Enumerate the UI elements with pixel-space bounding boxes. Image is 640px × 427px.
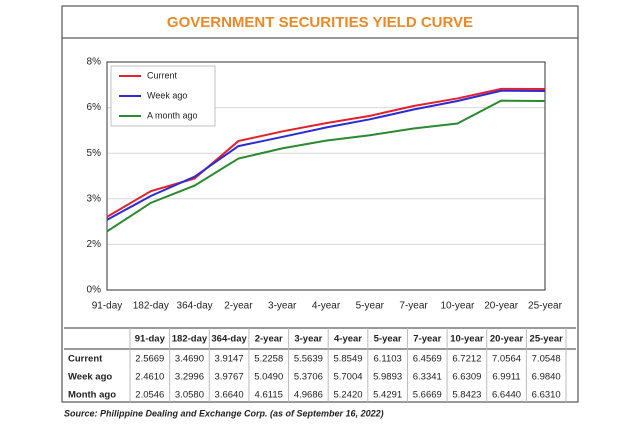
x-tick-label: 182-day	[133, 301, 169, 312]
table-cell: 6.4569	[413, 354, 442, 365]
series-line	[106, 99, 546, 233]
table-row-label: Week ago	[68, 372, 112, 383]
legend-label: A month ago	[147, 110, 198, 120]
x-tick-label: 2-year	[224, 301, 253, 312]
table-cell: 5.6669	[413, 390, 442, 401]
source: Source: Philippine Dealing and Exchange …	[64, 408, 384, 418]
table-header: 91-day	[135, 334, 166, 345]
table-cell: 6.1103	[373, 354, 401, 365]
x-tick-label: 91-day	[92, 301, 123, 312]
y-tick-label: 5%	[87, 148, 102, 159]
y-tick-label: 0%	[87, 285, 102, 296]
chart-title: GOVERNMENT SECURITIES YIELD CURVE	[167, 14, 473, 31]
table-cell: 7.0564	[492, 354, 521, 365]
table-cell: 6.6309	[452, 372, 481, 383]
y-tick-label: 3%	[87, 193, 102, 204]
table-cell: 6.9911	[492, 372, 520, 383]
table-header: 364-day	[211, 334, 247, 345]
table-cell: 4.9686	[294, 390, 323, 401]
table-cell: 5.8549	[333, 354, 362, 365]
table-header: 3-year	[294, 334, 322, 345]
table-header: 20-year	[490, 334, 524, 345]
table-cell: 4.6115	[255, 390, 283, 401]
table-cell: 3.9147	[215, 354, 244, 365]
title-box	[61, 5, 579, 39]
table-cell: 3.6640	[215, 390, 244, 401]
x-tick-label: 25-year	[528, 301, 563, 312]
table-header: 7-year	[413, 334, 441, 345]
table-cell: 5.5639	[294, 354, 323, 365]
x-tick-label: 5-year	[356, 301, 385, 312]
y-tick-label: 8%	[87, 57, 102, 68]
table-cell: 5.2258	[254, 354, 283, 365]
table-cell: 3.9767	[215, 372, 244, 383]
table-cell: 5.3706	[294, 372, 323, 383]
table-cell: 6.6310	[532, 390, 561, 401]
table-cell: 7.0548	[532, 354, 561, 365]
table-header: 182-day	[172, 334, 208, 345]
table-cell: 6.6440	[492, 390, 521, 401]
table-header: 25-year	[530, 334, 564, 345]
legend-label: Week ago	[147, 90, 187, 100]
table-cell: 3.4690	[175, 354, 204, 365]
x-tick-label: 20-year	[484, 301, 519, 312]
y-tick-label: 2%	[87, 239, 102, 250]
table-cell: 2.5669	[135, 354, 164, 365]
table-cell: 5.0490	[254, 372, 283, 383]
table-cell: 6.3341	[413, 372, 442, 383]
table-cell: 6.7212	[452, 354, 481, 365]
plot-frame	[106, 61, 546, 291]
table-cell: 5.4291	[373, 390, 402, 401]
x-tick-label: 3-year	[268, 301, 297, 312]
table-cell: 5.9893	[373, 372, 402, 383]
x-tick-label: 7-year	[399, 301, 428, 312]
series-line	[106, 89, 546, 221]
table-header: 2-year	[255, 334, 283, 345]
table-row-label: Current	[68, 354, 103, 365]
table-cell: 6.9840	[532, 372, 561, 383]
x-tick-label: 364-day	[177, 301, 213, 312]
table-cell: 5.7004	[333, 372, 362, 383]
y-tick-label: 6%	[87, 102, 102, 113]
x-tick-label: 4-year	[312, 301, 341, 312]
table-header: 5-year	[374, 334, 402, 345]
table-cell: 3.2996	[175, 372, 204, 383]
table-cell: 2.4610	[135, 372, 164, 383]
table-cell: 3.0580	[175, 390, 204, 401]
table-header: 10-year	[450, 334, 484, 345]
table-header: 4-year	[334, 334, 362, 345]
table-cell: 2.0546	[135, 390, 164, 401]
table-cell: 5.8423	[452, 390, 481, 401]
x-tick-label: 10-year	[440, 301, 475, 312]
legend-label: Current	[147, 70, 178, 80]
table-row-label: Month ago	[68, 390, 116, 401]
table-cell: 5.2420	[333, 390, 362, 401]
